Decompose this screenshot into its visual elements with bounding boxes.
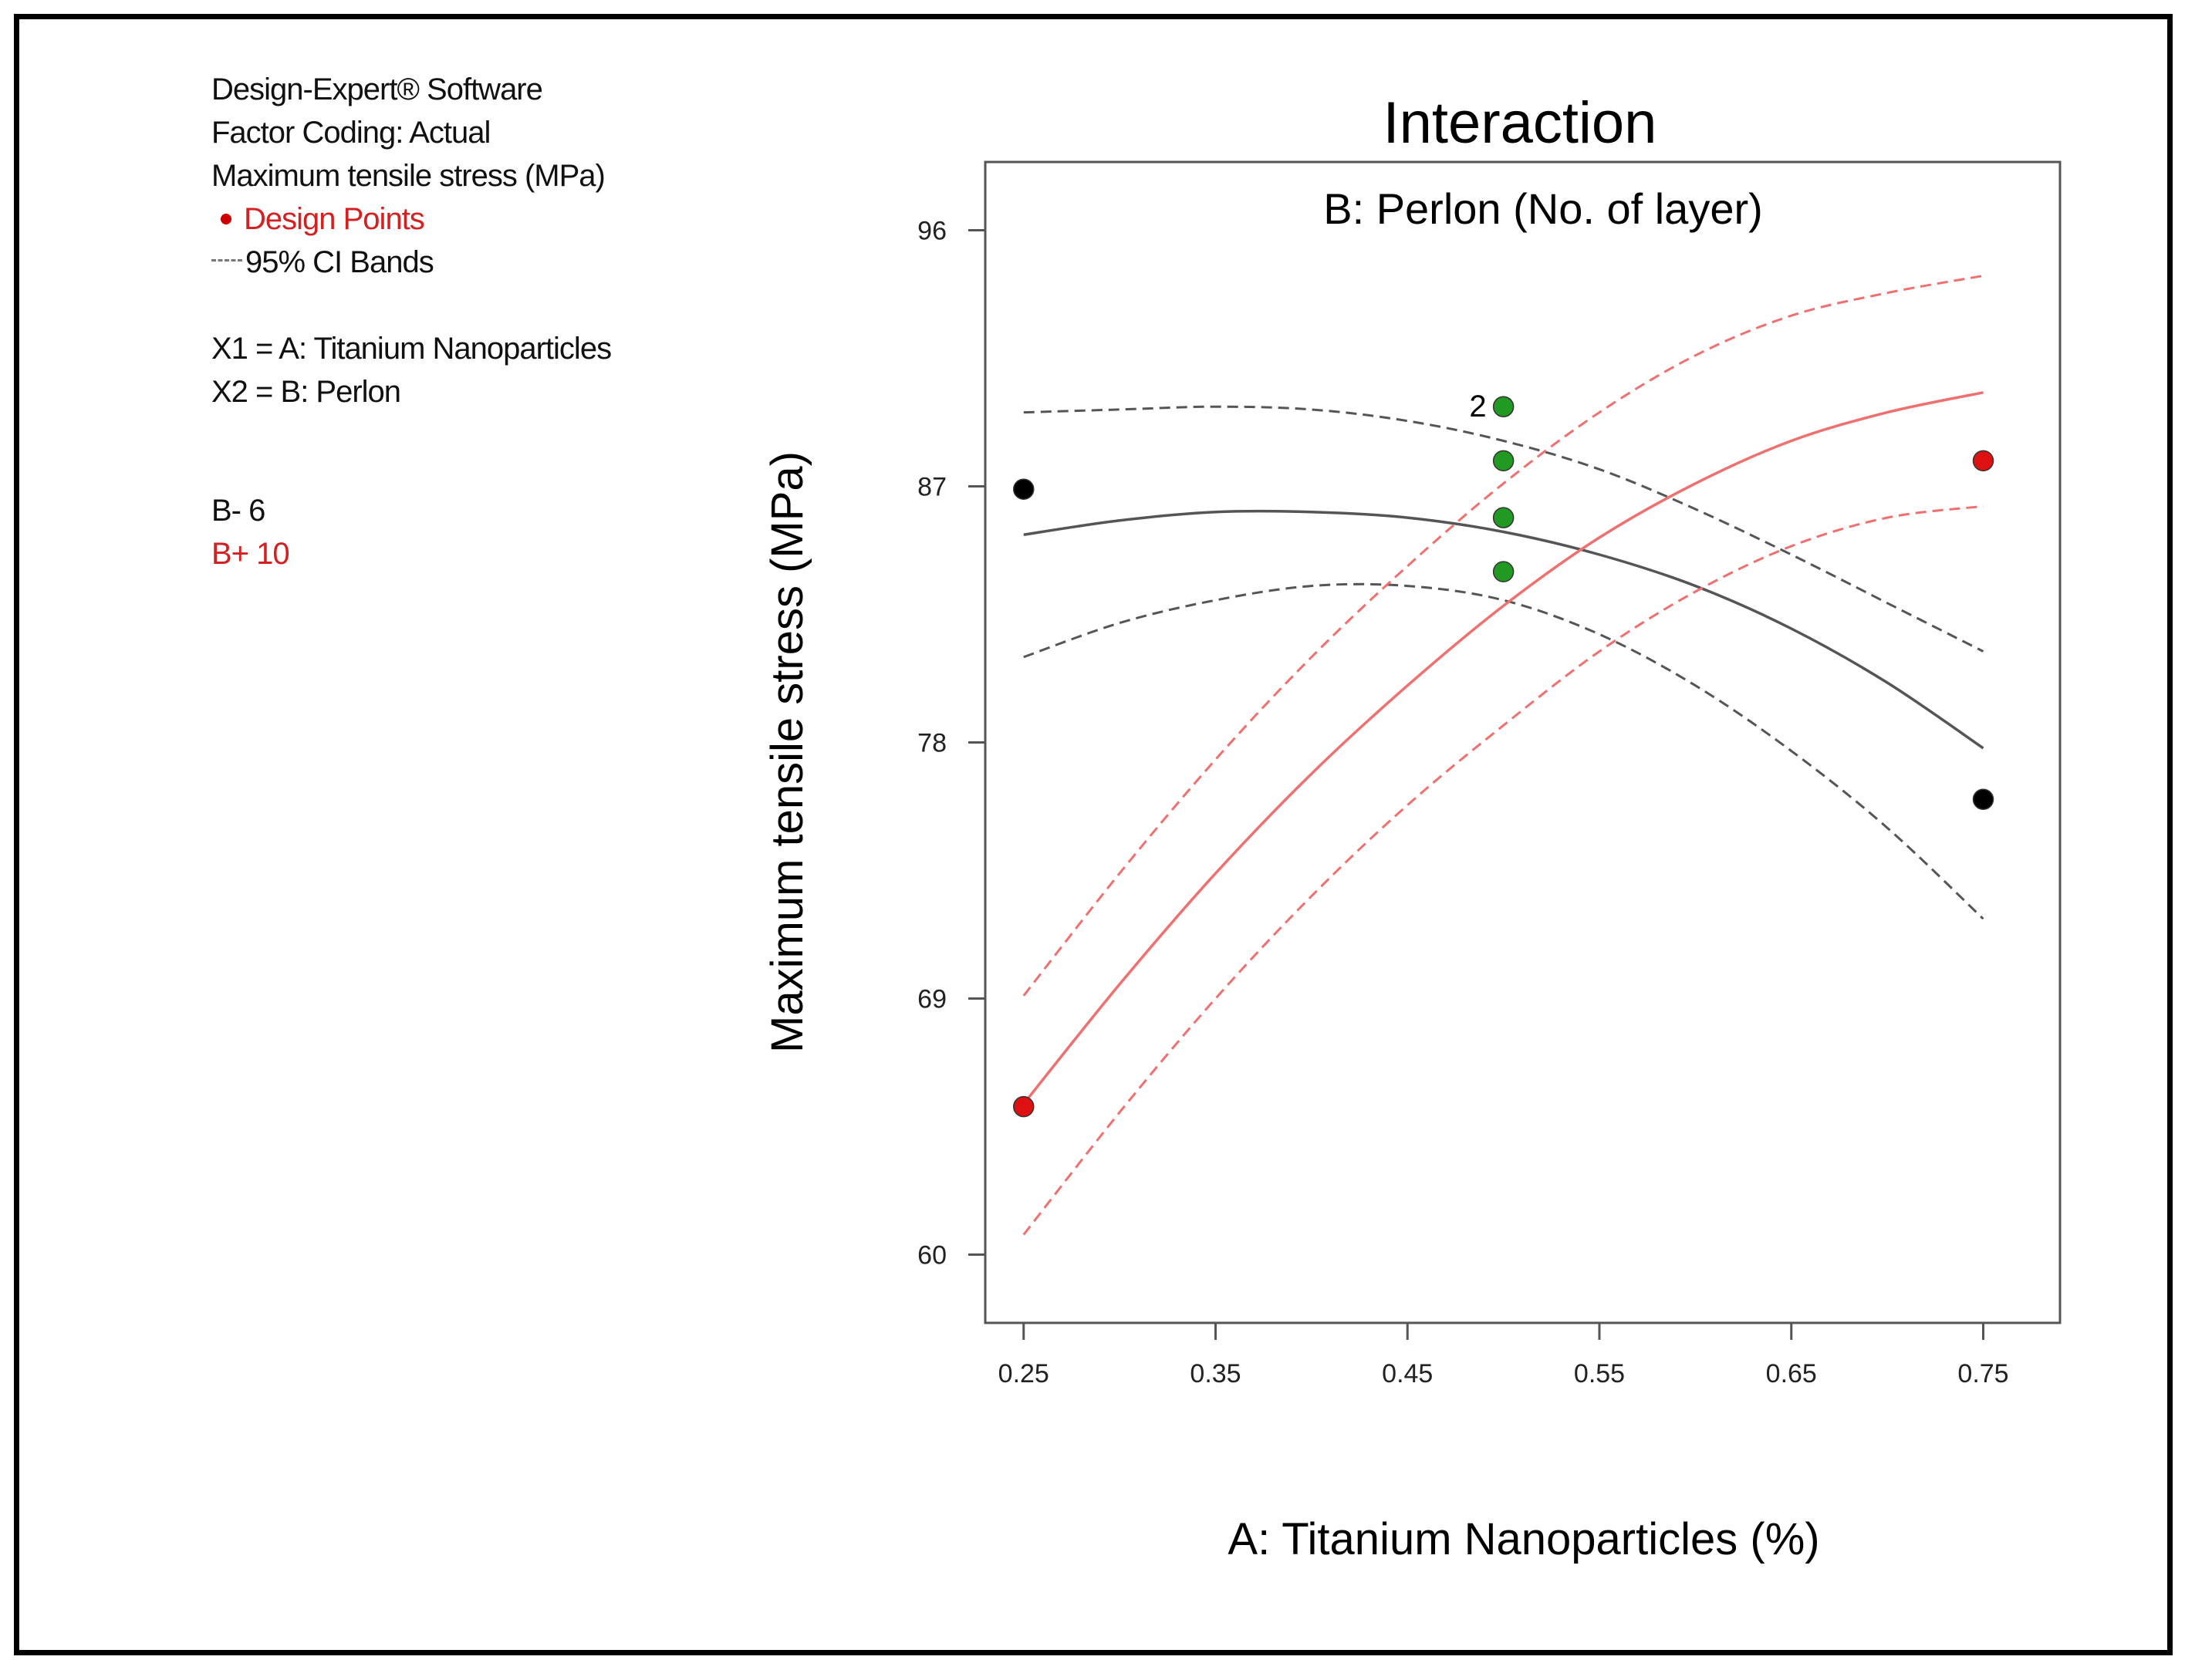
legend-design-points: Design Points (211, 197, 611, 241)
y-tick-label: 69 (917, 984, 947, 1014)
x-axis-label: A: Titanium Nanoparticles (%) (1228, 1514, 1819, 1564)
y-tick-label: 96 (917, 217, 947, 246)
y-axis-label: Maximum tensile stress (MPa) (762, 451, 812, 1053)
b-minus-fit-line (1023, 509, 1984, 750)
x-tick-label: 0.65 (1766, 1359, 1817, 1388)
legend-x1: X1 = A: Titanium Nanoparticles (211, 332, 612, 366)
design-point-count-label: 2 (1469, 390, 1486, 423)
b-minus-upper-ci-band (1023, 405, 1984, 653)
figure-frame (14, 14, 2173, 1655)
design-point (1013, 1095, 1035, 1118)
chart-title: Interaction (1383, 90, 1657, 156)
design-point-dot-icon (221, 214, 231, 225)
b-minus-lower-ci-band (1023, 582, 1984, 920)
design-point (1972, 450, 1994, 472)
b-plus-fit-line (1022, 391, 1984, 1105)
x-tick-label: 0.25 (998, 1359, 1049, 1388)
x-tick-label: 0.55 (1574, 1359, 1625, 1388)
plot-area-border (984, 160, 2062, 1324)
legend-ci-bands: 95% CI Bands (211, 241, 611, 284)
b-plus-lower-ci-band (1022, 504, 1984, 1236)
design-point (1492, 507, 1515, 528)
x-tick-label: 0.35 (1190, 1359, 1241, 1388)
x-tick-label: 0.75 (1957, 1359, 2008, 1388)
legend-factor-coding: Factor Coding: Actual (211, 116, 491, 150)
legend-panel: Design-Expert® Software Factor Coding: A… (211, 68, 612, 575)
y-tick-label: 87 (917, 473, 947, 502)
design-point (1972, 788, 1994, 811)
b-plus-upper-ci-band (1022, 275, 1984, 997)
dashed-line-icon (211, 258, 242, 261)
legend-software: Design-Expert® Software (211, 73, 543, 106)
legend-response: Maximum tensile stress (MPa) (211, 159, 606, 193)
legend-ci-bands-label: 95% CI Bands (245, 245, 434, 279)
y-tick-label: 78 (917, 729, 947, 758)
y-tick-label: 60 (917, 1240, 947, 1270)
design-point (1492, 396, 1515, 417)
chart-subtitle: B: Perlon (No. of layer) (1323, 184, 1763, 233)
x-tick-label: 0.45 (1382, 1359, 1433, 1388)
design-point (1492, 450, 1515, 472)
legend-b-minus: B- 6 (211, 494, 265, 528)
design-point (1492, 561, 1515, 582)
legend-design-points-label: Design Points (244, 202, 425, 236)
legend-x2: X2 = B: Perlon (211, 375, 401, 409)
design-point (1013, 478, 1035, 500)
legend-b-plus: B+ 10 (211, 537, 290, 571)
